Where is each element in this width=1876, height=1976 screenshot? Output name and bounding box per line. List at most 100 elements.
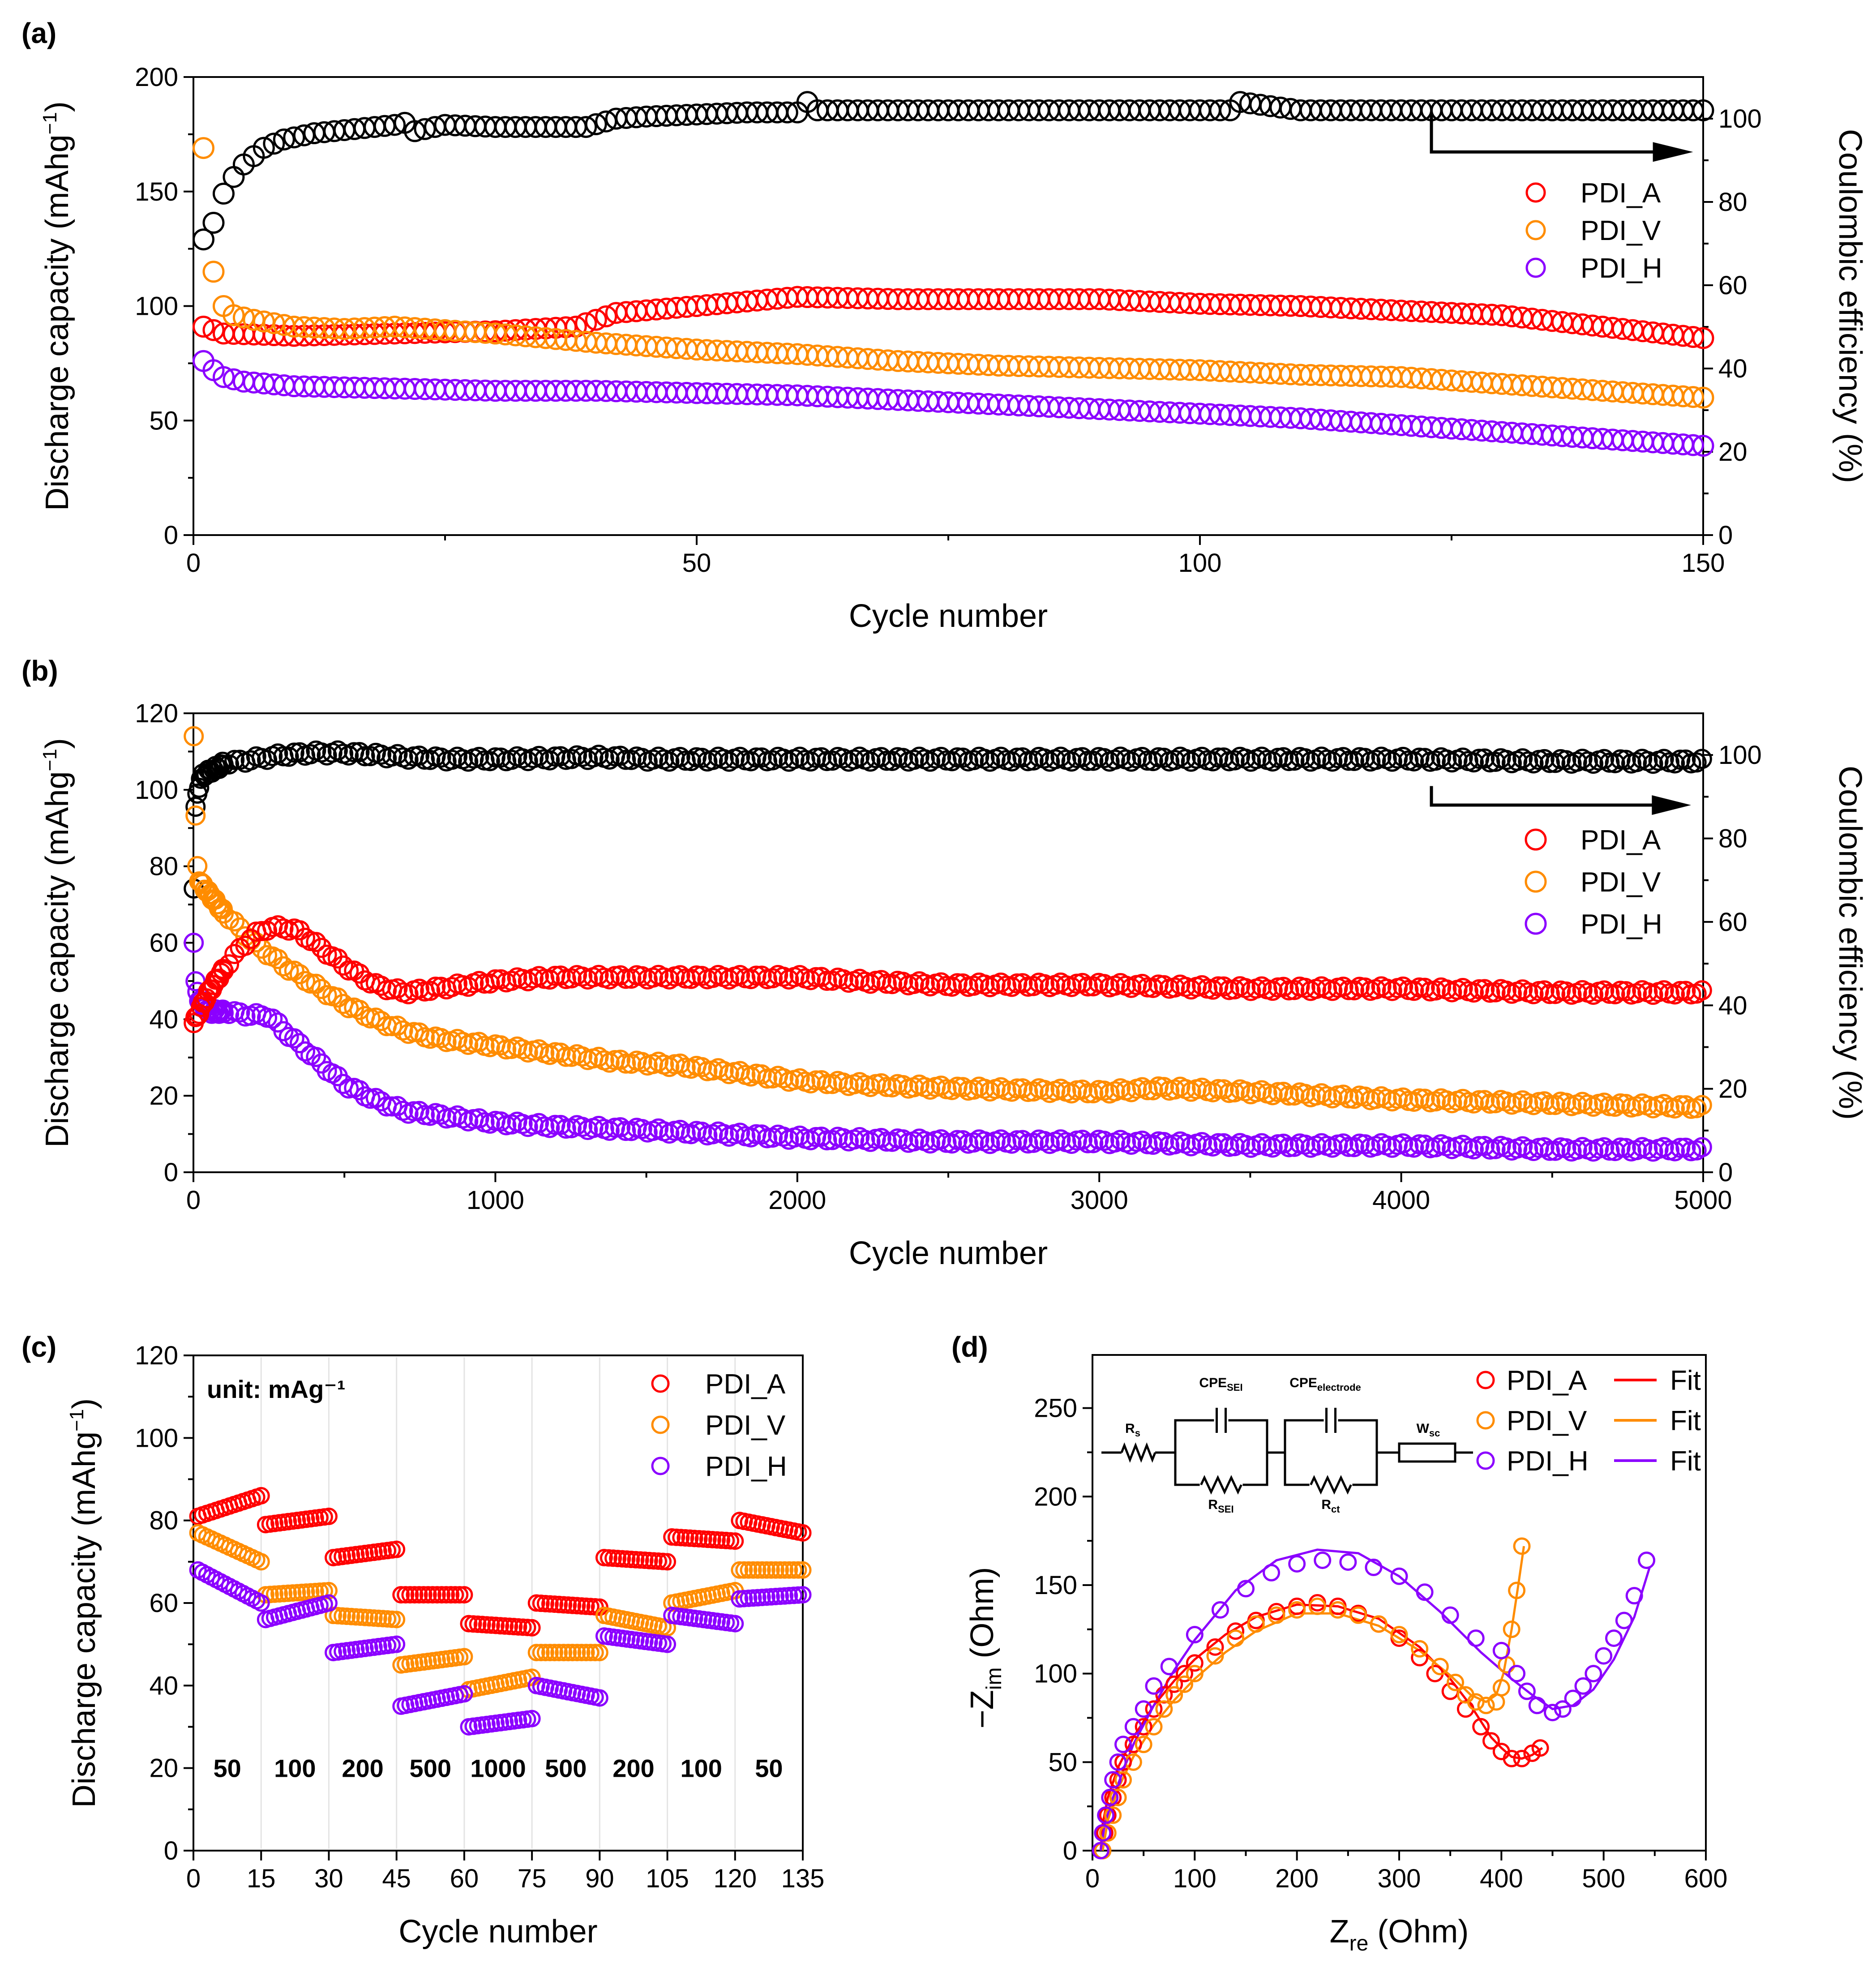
y-tick-label: 120 [135,1341,178,1370]
marker-ce [1485,751,1506,772]
marker-ce [1072,747,1092,767]
marker-ce [278,746,299,767]
marker-pdi-a [675,968,696,989]
marker-ce [741,751,761,772]
marker-pdi-h [1078,1133,1098,1153]
x-tick-label: 0 [186,549,201,578]
y-tick-label: 0 [164,1836,178,1865]
marker-pdi-h [1284,1136,1305,1157]
marker-pdi-v [780,1561,798,1579]
marker-ce [263,133,285,155]
marker-ce [273,129,295,150]
marker-pdi-v [1333,1084,1353,1105]
y-tick-label: 50 [149,406,178,435]
marker-pdi-v [300,973,321,994]
marker-pdi-a [545,965,565,986]
marker-pdi-a [1414,977,1435,998]
y-tick-label: 200 [135,63,178,92]
marker-ce [1463,752,1484,773]
legend-marker-pdi-h [651,1457,670,1475]
marker-pdi-a [1682,326,1705,348]
marker-pdi-a [550,965,571,986]
marker-pdi-a [1393,976,1413,997]
marker-pdi-a [1191,975,1212,995]
marker-ce [1344,750,1364,771]
marker-pdi-a [1333,977,1353,997]
marker-pdi-h [1480,1139,1500,1160]
marker-pdi-v [1247,1615,1265,1633]
marker-pdi-h [610,1117,631,1137]
marker-pdi-v [1480,1093,1500,1114]
marker-pdi-v [785,1561,803,1579]
marker-pdi-a [1227,1622,1245,1640]
marker-pdi-v [740,1561,758,1579]
marker-pdi-a [591,1598,608,1616]
marker-pdi-h [1615,1612,1633,1629]
legend-label-pdi-v: PDI_V [705,1410,786,1441]
marker-ce [692,747,712,768]
marker-ce [1094,748,1114,768]
marker-pdi-a [320,1507,338,1525]
marker-ce [1653,749,1674,769]
x-tick-label: 0 [186,1864,201,1893]
marker-pdi-h [1585,1665,1602,1683]
marker-pdi-h [1186,1626,1204,1644]
y2-tick-label: 60 [1718,271,1748,300]
y-tick-label: 150 [1034,1571,1077,1600]
marker-pdi-a [746,965,767,986]
marker-ce [480,751,500,772]
marker-pdi-v [749,1561,767,1579]
marker-pdi-a [425,977,446,997]
marker-pdi-v [1474,1090,1495,1110]
marker-pdi-a [1078,976,1098,997]
marker-ce [730,746,750,767]
marker-pdi-v [550,1644,568,1662]
y-tick-label: 0 [1063,1836,1077,1865]
marker-pdi-v [1135,1736,1152,1753]
marker-pdi-v [1615,1094,1636,1114]
marker-pdi-v [876,1076,897,1097]
resistor-r-ct [1310,1475,1352,1495]
marker-pdi-v [327,987,348,1008]
marker-pdi-h [1528,1697,1546,1715]
marker-pdi-h [1279,1137,1299,1157]
marker-pdi-h [1492,1642,1510,1659]
marker-pdi-v [573,1644,591,1662]
marker-ce [371,744,391,765]
marker-pdi-h [1692,1137,1712,1157]
marker-ce [485,747,505,767]
marker-ce [1279,751,1299,772]
x-tick-label: 200 [1275,1864,1319,1893]
x-tick-label: 500 [1582,1864,1625,1893]
marker-ce [1213,747,1234,768]
marker-pdi-h [1544,1704,1561,1722]
marker-pdi-v [1487,1693,1505,1711]
legend-label-pdi-h: PDI_H [1580,909,1662,940]
marker-pdi-v [1329,1601,1347,1619]
marker-pdi-a [1145,1700,1163,1718]
y2-tick-label: 20 [1718,437,1748,467]
marker-pdi-v [568,1644,586,1662]
marker-ce [1355,748,1375,768]
marker-pdi-v [757,1068,777,1089]
marker-pdi-h [952,1130,973,1151]
marker-pdi-h [262,1008,283,1029]
marker-ce [289,742,310,763]
marker-ce [616,750,636,770]
marker-pdi-a [424,1586,441,1604]
marker-pdi-v [1279,1085,1299,1106]
x-tick-label: 30 [314,1864,343,1893]
marker-pdi-v [1288,1601,1306,1619]
unit-annotation: unit: mAg⁻¹ [207,1375,345,1403]
marker-ce [1333,747,1353,767]
marker-pdi-v [546,1644,564,1662]
marker-pdi-h [1518,1682,1536,1700]
plot-frame [1092,1354,1707,1852]
marker-pdi-h [1007,1130,1028,1151]
marker-pdi-v [311,979,332,999]
marker-ce [283,126,305,149]
marker-pdi-a [952,973,973,994]
y2-tick-label: 60 [1718,908,1748,937]
marker-pdi-h [876,1131,897,1152]
marker-pdi-h [1109,1753,1127,1771]
